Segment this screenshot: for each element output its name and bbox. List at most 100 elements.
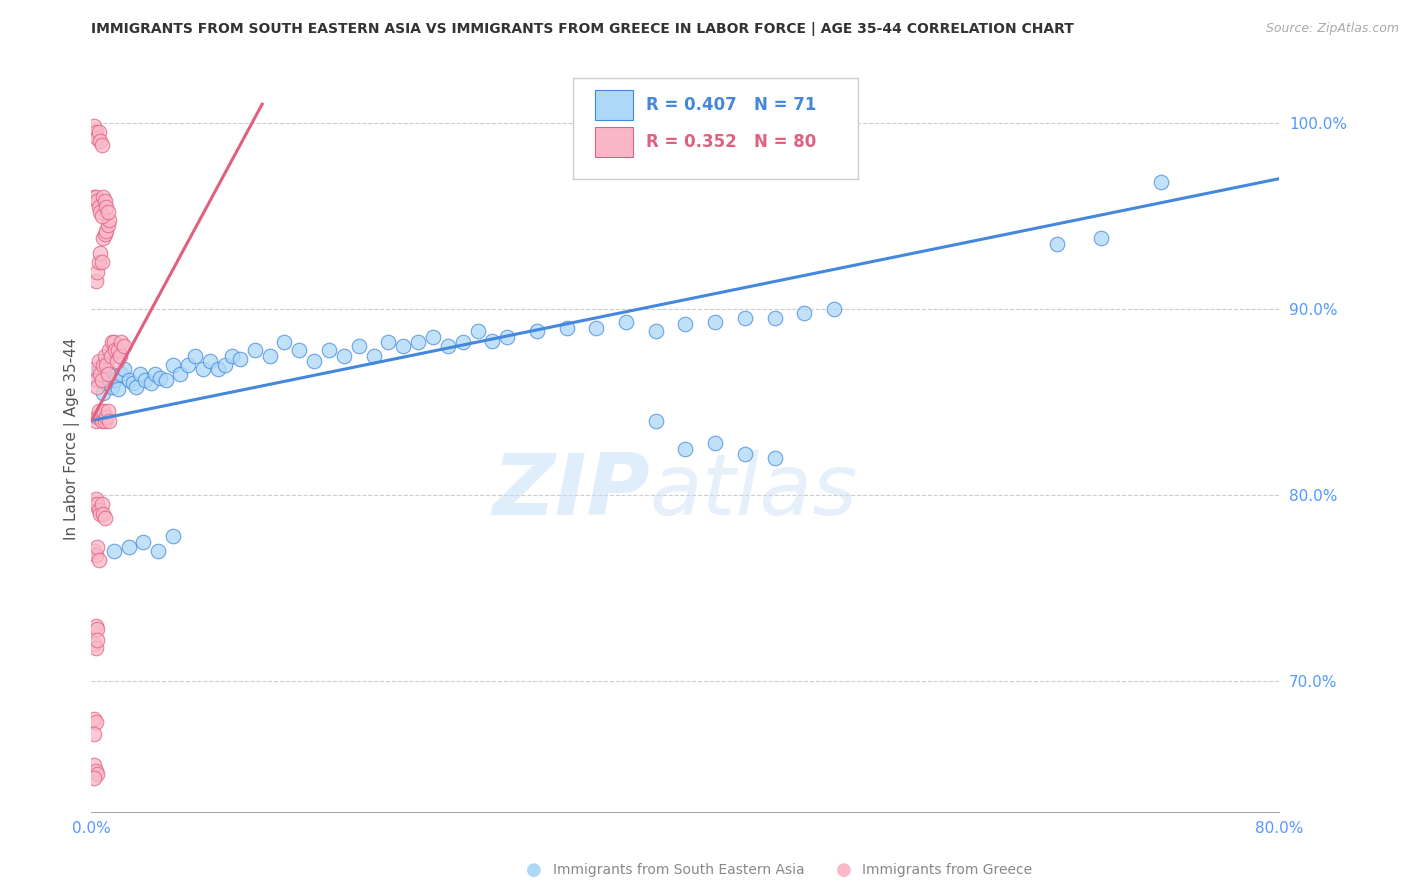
Point: [422, 330, 444, 344]
Point: [91, 231, 114, 245]
Point: [467, 324, 489, 338]
Point: [363, 349, 385, 363]
Point: [83, 771, 105, 785]
Point: [91, 358, 114, 372]
Point: [83, 726, 105, 740]
Point: [105, 354, 128, 368]
Point: [644, 324, 666, 338]
Text: ZIP: ZIP: [492, 450, 650, 533]
Point: [184, 349, 207, 363]
Point: [734, 311, 756, 326]
Point: [83, 544, 105, 558]
Point: [83, 498, 105, 512]
Point: [94, 349, 117, 363]
Point: [87, 125, 110, 139]
Point: [823, 301, 845, 316]
Point: [347, 339, 370, 353]
Point: [406, 335, 429, 350]
Point: [101, 335, 124, 350]
Point: [273, 335, 295, 350]
Point: [96, 376, 118, 391]
Point: [90, 414, 112, 428]
Point: [191, 361, 214, 376]
Point: [555, 320, 578, 334]
Point: [122, 376, 145, 391]
Point: [134, 373, 156, 387]
Point: [243, 343, 266, 357]
Point: [89, 507, 111, 521]
Point: [87, 503, 110, 517]
Point: [143, 367, 166, 381]
Point: [89, 205, 111, 219]
Point: [86, 380, 108, 394]
Point: [793, 306, 815, 320]
Point: [98, 414, 121, 428]
Point: [87, 553, 110, 567]
Point: [207, 361, 229, 376]
Point: [94, 227, 117, 242]
Point: [104, 343, 127, 357]
Point: [84, 764, 107, 778]
Point: [392, 339, 415, 353]
FancyBboxPatch shape: [595, 128, 633, 157]
Point: [84, 414, 107, 428]
Point: [97, 218, 120, 232]
Point: [83, 712, 105, 726]
Point: [89, 409, 111, 424]
Point: [214, 358, 236, 372]
Point: [288, 343, 311, 357]
Text: R = 0.407   N = 71: R = 0.407 N = 71: [647, 95, 817, 114]
Point: [98, 367, 121, 381]
Point: [86, 194, 108, 208]
Point: [94, 414, 117, 428]
Point: [90, 209, 112, 223]
Point: [103, 544, 125, 558]
Point: [496, 330, 519, 344]
Point: [436, 339, 458, 353]
Point: [614, 315, 637, 329]
Point: [84, 640, 107, 655]
Point: [704, 436, 727, 450]
Point: [734, 447, 756, 461]
Point: [673, 317, 696, 331]
Point: [90, 255, 112, 269]
Point: [91, 507, 114, 521]
Point: [97, 367, 120, 381]
Point: [139, 376, 162, 391]
Point: [101, 380, 124, 394]
Point: [318, 343, 340, 357]
Text: atlas: atlas: [650, 450, 858, 533]
Point: [89, 246, 111, 260]
Point: [94, 194, 117, 208]
Point: [481, 334, 503, 348]
Point: [704, 315, 727, 329]
Point: [107, 382, 129, 396]
Point: [302, 354, 325, 368]
Point: [97, 205, 120, 219]
Point: [84, 190, 107, 204]
Point: [644, 414, 666, 428]
Point: [169, 367, 191, 381]
Point: [585, 320, 607, 334]
Point: [94, 510, 117, 524]
Text: Immigrants from Greece: Immigrants from Greece: [862, 863, 1032, 877]
Point: [155, 373, 177, 387]
Point: [221, 349, 243, 363]
Point: [1046, 236, 1069, 251]
Point: [89, 367, 111, 381]
Point: [103, 335, 125, 350]
Text: R = 0.352   N = 80: R = 0.352 N = 80: [647, 133, 817, 151]
Point: [117, 541, 139, 555]
Point: [96, 200, 118, 214]
Point: [96, 358, 118, 372]
Point: [98, 212, 121, 227]
Point: [259, 349, 281, 363]
Point: [86, 265, 108, 279]
Text: IMMIGRANTS FROM SOUTH EASTERN ASIA VS IMMIGRANTS FROM GREECE IN LABOR FORCE | AG: IMMIGRANTS FROM SOUTH EASTERN ASIA VS IM…: [91, 22, 1074, 37]
Point: [84, 274, 107, 288]
FancyBboxPatch shape: [595, 90, 633, 120]
Point: [87, 200, 110, 214]
Point: [177, 358, 200, 372]
Point: [129, 367, 152, 381]
Point: [98, 343, 121, 357]
